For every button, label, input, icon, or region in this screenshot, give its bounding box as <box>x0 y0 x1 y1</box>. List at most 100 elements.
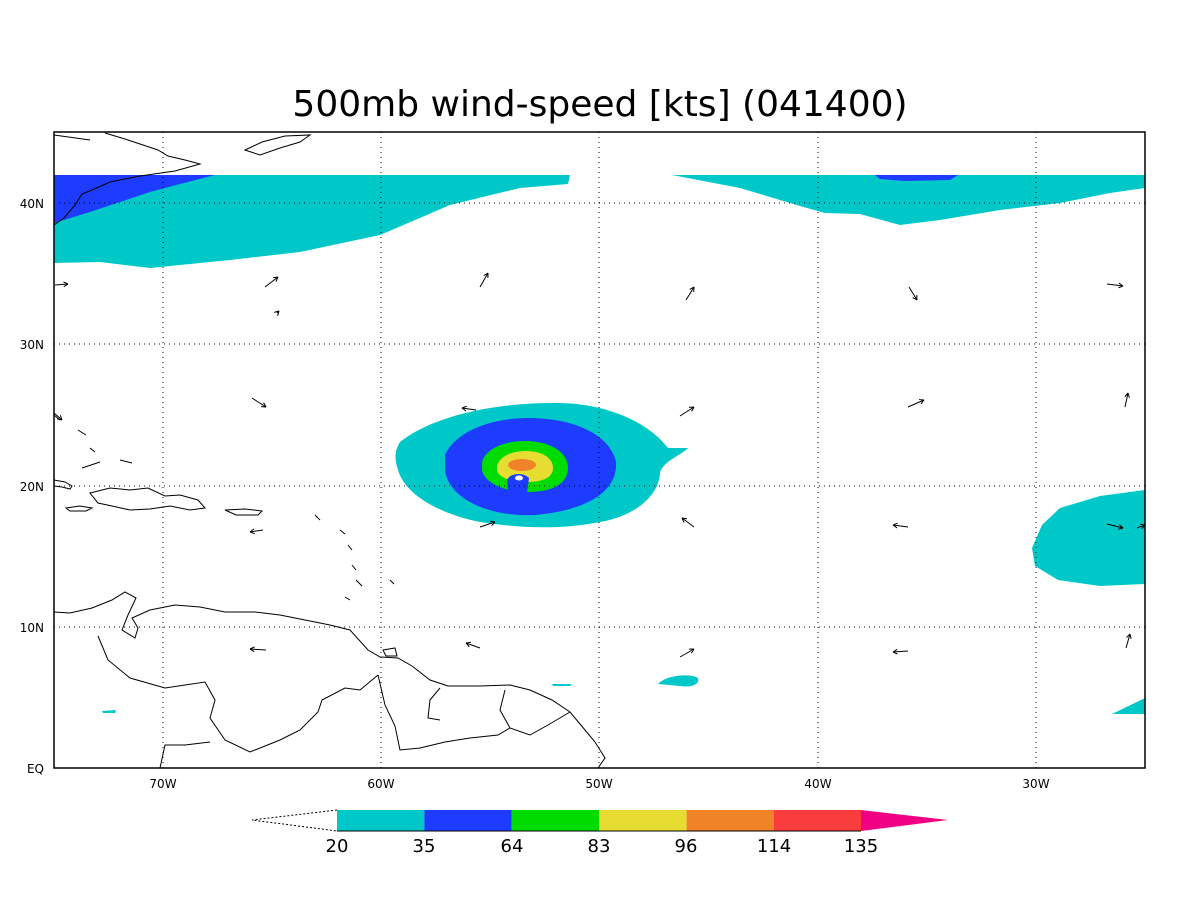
wind-arrow <box>249 648 267 651</box>
colorbar-label: 96 <box>675 836 698 857</box>
map-title: 500mb wind-speed [kts] (041400) <box>292 84 907 125</box>
wind-arrow <box>479 521 496 528</box>
wind-arrow-head <box>1126 633 1131 638</box>
wind-arrow <box>892 650 909 653</box>
colorbar-over-triangle <box>861 810 948 831</box>
storm-eye-blue <box>507 474 529 493</box>
x-tick-label: 50W <box>585 777 612 791</box>
wind-arrow <box>1106 283 1124 287</box>
wind-arrow-head <box>249 528 255 533</box>
wind-arrow-head <box>691 406 695 412</box>
y-tick-label: EQ <box>27 762 44 776</box>
colorbar-label: 114 <box>757 836 791 857</box>
nw-jet-cyan <box>54 175 570 268</box>
colorbar-box <box>511 810 600 831</box>
y-tick-label: 30N <box>20 338 44 352</box>
east-blob-cyan <box>1032 490 1145 586</box>
wind-arrow <box>1136 524 1145 529</box>
wind-arrow <box>461 407 477 411</box>
wind-arrow-head <box>912 297 918 301</box>
guyana-border <box>377 674 511 751</box>
wind-arrow-head <box>489 520 496 523</box>
storm-orange <box>508 459 536 471</box>
colorbar-box <box>599 810 687 831</box>
wind-arrow <box>908 286 918 301</box>
wind-arrow-head <box>690 648 695 654</box>
wind-arrow <box>907 399 925 408</box>
north-america-coast <box>54 132 202 226</box>
wind-arrow-head <box>461 407 467 412</box>
y-tick-label: 40N <box>20 197 44 211</box>
wind-arrow-head <box>249 646 255 650</box>
nw-jet-blue <box>54 175 215 223</box>
colorbar-label: 35 <box>413 836 436 857</box>
colorbar-box <box>774 810 862 831</box>
wind-arrow-head <box>57 418 63 421</box>
wind-arrow-head <box>689 286 695 290</box>
wind-arrow-head <box>1129 633 1132 639</box>
wind-arrow-head <box>1118 285 1124 289</box>
wind-arrow <box>1106 523 1124 529</box>
x-tick-label: 40W <box>804 777 831 791</box>
wind-arrow <box>679 648 695 658</box>
colorbar-box <box>424 810 512 831</box>
wind-arrow-head <box>892 522 898 526</box>
wind-arrow-head <box>681 517 688 520</box>
wind-arrow <box>685 286 695 301</box>
brazil-interior <box>159 741 211 768</box>
wind-arrow <box>264 276 279 288</box>
colorbar-label: 135 <box>844 836 878 857</box>
puerto-rico-coast <box>224 508 264 516</box>
wind-arrow <box>1125 633 1131 649</box>
patch-3 <box>1112 698 1145 714</box>
wind-arrow <box>681 517 695 528</box>
wind-arrow <box>892 524 909 528</box>
colorbar-label: 83 <box>588 836 611 857</box>
y-axis-ticks: EQ 10N 20N 30N 40N <box>20 197 44 776</box>
colorbar-under-triangle <box>251 809 338 832</box>
colorbar-boxes <box>337 810 862 831</box>
wind-arrow-head <box>1127 392 1130 398</box>
wind-arrow-head <box>465 641 472 644</box>
wind-arrow <box>251 397 267 408</box>
plot-area <box>54 132 1145 768</box>
wind-speed-fill <box>54 175 1145 714</box>
wind-arrow-head <box>275 276 279 282</box>
lesser-antilles-coast <box>314 514 395 601</box>
wind-arrow-head <box>277 310 280 316</box>
wind-arrow-head <box>249 648 255 653</box>
bahamas-coast <box>54 414 133 469</box>
wind-arrow-head <box>274 310 280 313</box>
wind-arrow-head <box>249 531 255 535</box>
colorbar-label: 64 <box>501 836 524 857</box>
wind-arrow-head <box>263 402 267 408</box>
wind-arrow-head <box>272 276 279 279</box>
wind-arrow-head <box>465 642 470 648</box>
patch-4 <box>102 710 116 713</box>
wind-arrow-head <box>892 524 898 529</box>
coastlines <box>54 132 606 768</box>
wind-arrow <box>249 529 264 533</box>
wind-arrow-head <box>1124 392 1129 398</box>
wind-arrow-head <box>1118 282 1124 287</box>
wind-arrow-head <box>59 415 63 421</box>
ne-jet-blue <box>875 175 958 181</box>
wind-arrow-head <box>892 651 898 655</box>
hispaniola-coast <box>89 487 206 511</box>
storm-eye <box>515 475 523 481</box>
cuba-coast <box>54 479 73 490</box>
colorbar-box <box>686 810 774 831</box>
wind-arrow-head <box>491 521 496 527</box>
wind-arrow-head <box>681 517 685 523</box>
wind-arrow <box>479 272 489 288</box>
wind-arrow <box>679 406 695 417</box>
colorbar-label: 20 <box>326 836 349 857</box>
wind-arrow <box>54 412 63 421</box>
colorbar: 20 35 64 83 96 114 135 <box>251 809 948 857</box>
suriname-border <box>427 687 571 736</box>
jamaica-coast <box>64 505 94 512</box>
x-tick-label: 30W <box>1022 777 1049 791</box>
wind-arrow-head <box>63 281 69 285</box>
ne-jet-cyan <box>672 175 1145 225</box>
wind-arrow-head <box>1118 527 1124 530</box>
